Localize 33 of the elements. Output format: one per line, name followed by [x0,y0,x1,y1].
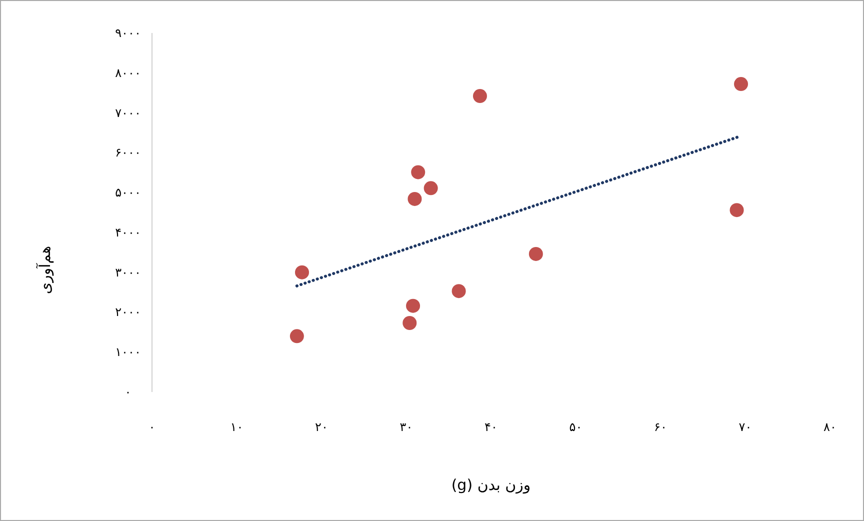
x-tick-label: ۴۰ [484,420,498,434]
y-tick-label: ۵۰۰۰ [115,186,141,200]
point [402,316,417,330]
x-tick-label: ۵۰ [569,420,582,434]
x-tick-label: ۰ [148,420,156,434]
x-tick-label: ۷۰ [738,420,752,434]
y-tick-label: ۳۰۰۰ [115,265,141,280]
x-tick-label: ۸۰ [824,420,836,434]
point [528,246,543,261]
point [408,192,422,206]
y-tick-label: ۸۰۰۰ [115,66,141,80]
y-tick-label: ۴۰۰۰ [115,225,141,240]
y-tick-label: ۹۰۰۰ [115,26,141,40]
y-tick-label: ۲۰۰۰ [115,305,141,320]
y-tick-label: ۷۰۰۰ [115,106,141,120]
x-tick-label: ۶۰ [654,420,667,434]
point [734,77,748,92]
point [295,265,310,280]
x-tick-label: ۳۰ [400,420,413,434]
point [452,284,466,298]
y-tick-label: ۰ [124,385,132,399]
point [290,329,304,344]
y-tick-label: ۶۰۰۰ [115,146,141,160]
point [730,203,744,218]
x-tick-label: ۲۰ [315,420,328,434]
point [411,165,426,180]
point [406,298,420,313]
y-tick-label: ۱۰۰۰ [115,345,141,360]
point [472,89,487,104]
point [424,181,438,196]
y-axis-title: هم‌آوری [35,246,54,294]
x-axis-title: وزن بدن (g) [451,476,531,494]
x-tick-label: ۱۰ [230,420,244,434]
